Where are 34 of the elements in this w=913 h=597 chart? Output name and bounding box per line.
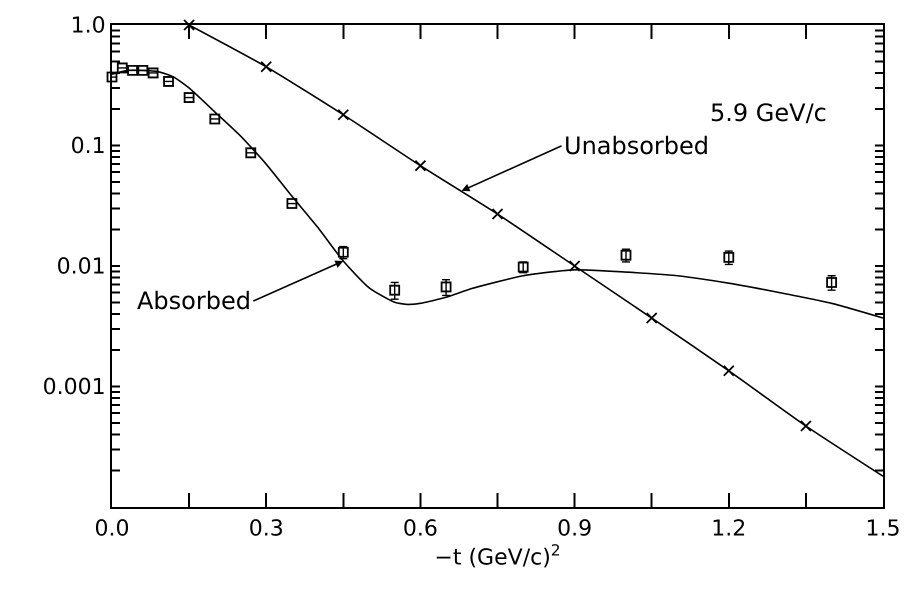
x-tick-label: 1.2 — [711, 516, 746, 542]
point — [723, 252, 734, 263]
point — [245, 147, 256, 158]
point — [646, 312, 658, 324]
point — [163, 76, 174, 87]
point — [337, 108, 350, 121]
y-tick-label: 0.001 — [42, 375, 106, 400]
point — [183, 19, 195, 31]
point — [826, 277, 837, 288]
annotation: 5.9 GeV/c — [710, 99, 827, 127]
x-axis-title: −t (GeV/c)$^{2}$ — [434, 541, 561, 571]
x-tick-label: 0.3 — [248, 516, 284, 542]
x-tick-label: 1.5 — [866, 516, 900, 542]
point — [106, 72, 118, 82]
point — [148, 68, 159, 78]
x-tick-label: 0.6 — [402, 516, 438, 542]
x-tick-label: 0.0 — [94, 516, 130, 542]
x-tick-label: 0.9 — [557, 516, 592, 542]
y-tick-label: 1.0 — [70, 14, 106, 39]
point — [800, 420, 812, 432]
point — [414, 160, 426, 172]
point — [260, 60, 272, 73]
point — [184, 92, 194, 103]
y-tick-label: 0.01 — [56, 254, 106, 280]
point — [722, 364, 735, 377]
point — [286, 198, 298, 209]
annotation: Absorbed — [137, 287, 251, 315]
point — [492, 208, 504, 220]
point — [440, 282, 452, 292]
y-tick-label: 0.1 — [70, 134, 106, 160]
point — [568, 260, 580, 272]
point — [389, 284, 400, 296]
annotation: Unabsorbed — [564, 132, 710, 160]
point — [209, 114, 220, 124]
